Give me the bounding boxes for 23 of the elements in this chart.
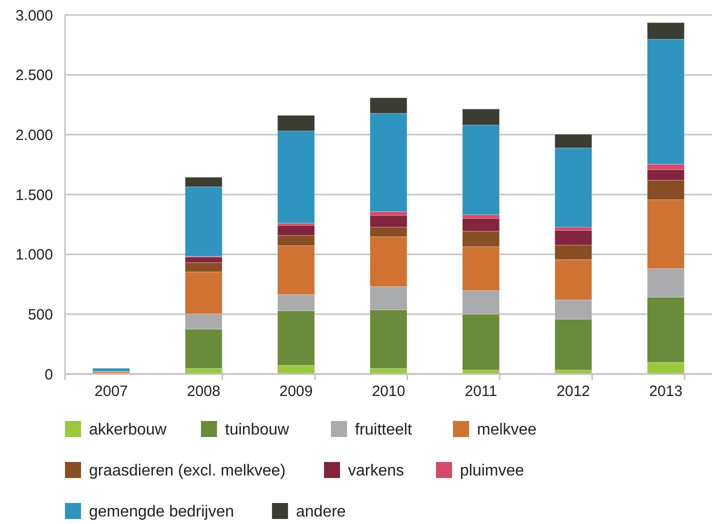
y-tick-label: 1.500 (15, 186, 53, 204)
y-tick-label: 2.000 (15, 126, 53, 144)
legend-label: varkens (348, 462, 404, 480)
x-tick-label: 2011 (464, 383, 498, 400)
legend-label: andere (296, 504, 346, 521)
x-tick-label: 2009 (279, 383, 313, 400)
legend-label: pluimvee (460, 462, 524, 480)
x-tick-label: 2012 (556, 383, 590, 400)
legend-label: gemengde bedrijven (89, 504, 234, 521)
legend-label: melkvee (477, 422, 537, 439)
y-tick-label: 500 (28, 306, 53, 324)
x-tick-label: 2007 (94, 383, 128, 400)
legend-label: akkerbouw (89, 422, 167, 439)
x-tick-label: 2013 (649, 383, 682, 400)
y-tick-label: 0 (44, 366, 53, 384)
legend-label: tuinbouw (225, 422, 290, 439)
x-tick-label: 2010 (372, 383, 406, 400)
legend-label: graasdieren (excl. melkvee) (89, 462, 286, 480)
legend-label: fruitteelt (355, 422, 412, 439)
y-tick-label: 2.500 (15, 67, 53, 84)
y-tick-label: 3.000 (15, 7, 53, 24)
y-tick-label: 1.000 (15, 246, 53, 264)
x-tick-label: 2008 (186, 383, 220, 400)
